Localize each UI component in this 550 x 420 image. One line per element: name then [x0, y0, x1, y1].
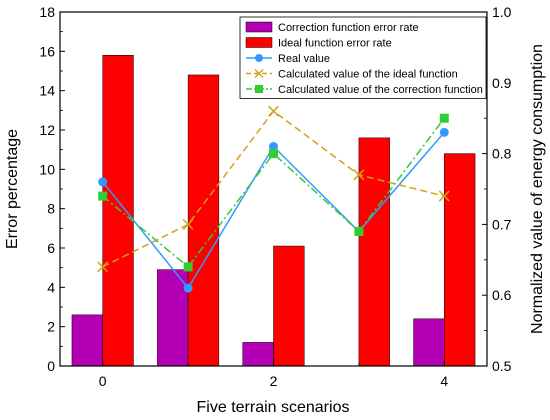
- bar-ideal-4: [444, 153, 476, 367]
- point-0-0: [98, 177, 108, 187]
- x-tick-label: 2: [270, 373, 278, 389]
- bar-correction-2: [242, 342, 274, 367]
- x-tick-label: 0: [99, 373, 107, 389]
- y-tick-label: 8: [47, 201, 55, 217]
- legend-swatch: [245, 21, 273, 33]
- point-0-1: [183, 283, 193, 293]
- bar-ideal-1: [187, 74, 220, 367]
- y-tick-label: 10: [39, 161, 55, 177]
- point-2-1: [183, 262, 193, 272]
- x-tick-label: 4: [440, 373, 448, 389]
- y2-tick-label: 0.7: [492, 216, 512, 232]
- y-tick-label: 14: [39, 83, 55, 99]
- bar-ideal-2: [273, 245, 305, 367]
- point-1-4: [438, 190, 450, 202]
- legend-marker: [255, 54, 263, 62]
- y-tick-label: 6: [47, 240, 55, 256]
- point-2-0: [98, 191, 108, 201]
- legend-label: Calculated value of the ideal function: [278, 69, 458, 81]
- y2-tick-label: 0.8: [492, 146, 512, 162]
- bar-correction-4: [413, 318, 445, 367]
- y-tick-label: 18: [39, 4, 55, 20]
- y-tick-label: 16: [39, 43, 55, 59]
- y-tick-label: 0: [47, 358, 55, 374]
- legend-label: Real value: [278, 53, 330, 65]
- y2-tick-label: 0.5: [492, 358, 512, 374]
- legend-marker: [254, 69, 264, 78]
- bar-correction-0: [71, 314, 103, 367]
- point-1-1: [182, 218, 194, 230]
- y-tick-label: 4: [47, 279, 55, 295]
- y-axis-title: Error percentage: [4, 129, 21, 249]
- legend: Correction function error rate Ideal func…: [239, 16, 487, 99]
- point-0-4: [439, 127, 449, 137]
- y2-axis-title: Normalized value of energy consumption: [529, 44, 546, 334]
- y2-tick-label: 0.6: [492, 287, 512, 303]
- legend-label: Ideal function error rate: [278, 38, 392, 50]
- point-1-3: [353, 169, 365, 181]
- bar-ideal-3: [358, 137, 390, 367]
- legend-marker: [255, 85, 263, 93]
- point-2-2: [269, 149, 278, 159]
- point-1-0: [97, 261, 109, 273]
- lines-layer: [97, 105, 450, 293]
- point-2-3: [354, 226, 364, 236]
- bars-layer: [71, 55, 476, 367]
- point-0-2: [269, 142, 278, 152]
- legend-swatch: [245, 37, 273, 48]
- axes-layer: 0 2 4 6 8 10 12 14 16 18 0.5 0.6 0.7 0.8 0.9 1.0 0 2 4: [39, 4, 511, 389]
- x-axis-title: Five terrain scenarios: [197, 399, 350, 416]
- point-1-2: [267, 105, 280, 117]
- y-tick-label: 12: [39, 122, 55, 138]
- legend-box: [239, 16, 487, 99]
- y-tick-label: 2: [47, 319, 55, 335]
- legend-label: Calculated value of the correction funct…: [278, 84, 483, 96]
- bar-ideal-0: [102, 55, 134, 367]
- y2-tick-label: 1.0: [492, 4, 512, 20]
- legend-label: Correction function error rate: [278, 22, 419, 34]
- bar-correction-1: [157, 269, 189, 367]
- y2-tick-label: 0.9: [492, 75, 512, 91]
- point-2-4: [439, 113, 449, 123]
